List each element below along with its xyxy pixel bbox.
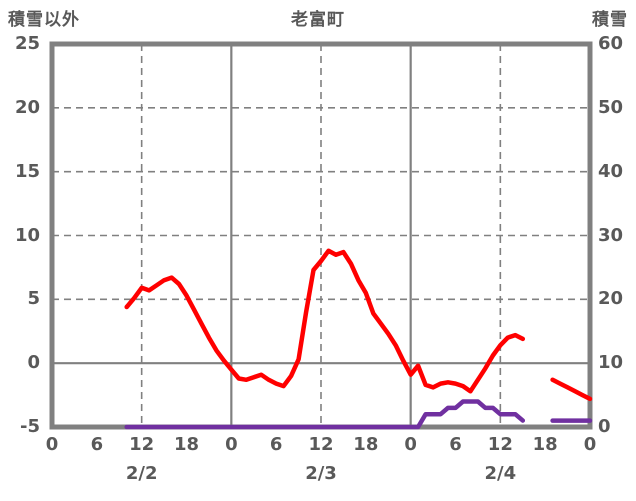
x-axis-tick: 18 — [532, 434, 558, 455]
date-label: 2/3 — [305, 463, 337, 484]
series-temp-line — [124, 248, 526, 394]
right-axis-title: 積雪 — [592, 10, 628, 30]
left-axis-tick: -5 — [20, 416, 40, 437]
x-axis-tick: 0 — [45, 434, 59, 455]
left-axis-tick: 0 — [27, 352, 40, 374]
x-axis-tick: 12 — [308, 434, 334, 455]
date-label: 2/2 — [125, 463, 158, 484]
right-axis-tick: 50 — [598, 96, 624, 118]
right-axis-tick: 40 — [598, 160, 624, 182]
x-axis-tick: 12 — [129, 434, 155, 455]
left-axis-tick: 20 — [14, 96, 40, 118]
series-snow-line — [124, 399, 526, 430]
right-axis-tick: 10 — [598, 352, 624, 374]
left-axis-tick: 5 — [27, 288, 40, 310]
x-axis-tick: 6 — [269, 434, 283, 455]
left-axis-tick: 10 — [14, 224, 40, 246]
x-axis-tick: 6 — [449, 434, 462, 455]
date-label: 2/4 — [484, 463, 517, 484]
chart-title: 老富町 — [291, 10, 345, 30]
x-axis-tick: 12 — [487, 434, 513, 455]
right-axis-tick: 60 — [598, 33, 624, 54]
right-axis-tick: 20 — [598, 288, 624, 310]
right-axis-tick: 0 — [598, 416, 611, 437]
left-axis-title: 積雪以外 — [8, 10, 80, 30]
left-axis-tick: 15 — [14, 160, 40, 182]
x-axis-tick: 6 — [90, 434, 104, 455]
x-axis-tick: 0 — [225, 434, 238, 455]
x-axis-tick: 18 — [353, 434, 379, 455]
right-axis-tick: 30 — [598, 224, 624, 246]
left-axis-tick: 25 — [14, 33, 40, 54]
x-axis-tick: 0 — [583, 434, 597, 455]
x-axis-tick: 18 — [173, 434, 200, 455]
x-axis-tick: 0 — [404, 434, 417, 455]
series-temp-line — [550, 377, 593, 402]
